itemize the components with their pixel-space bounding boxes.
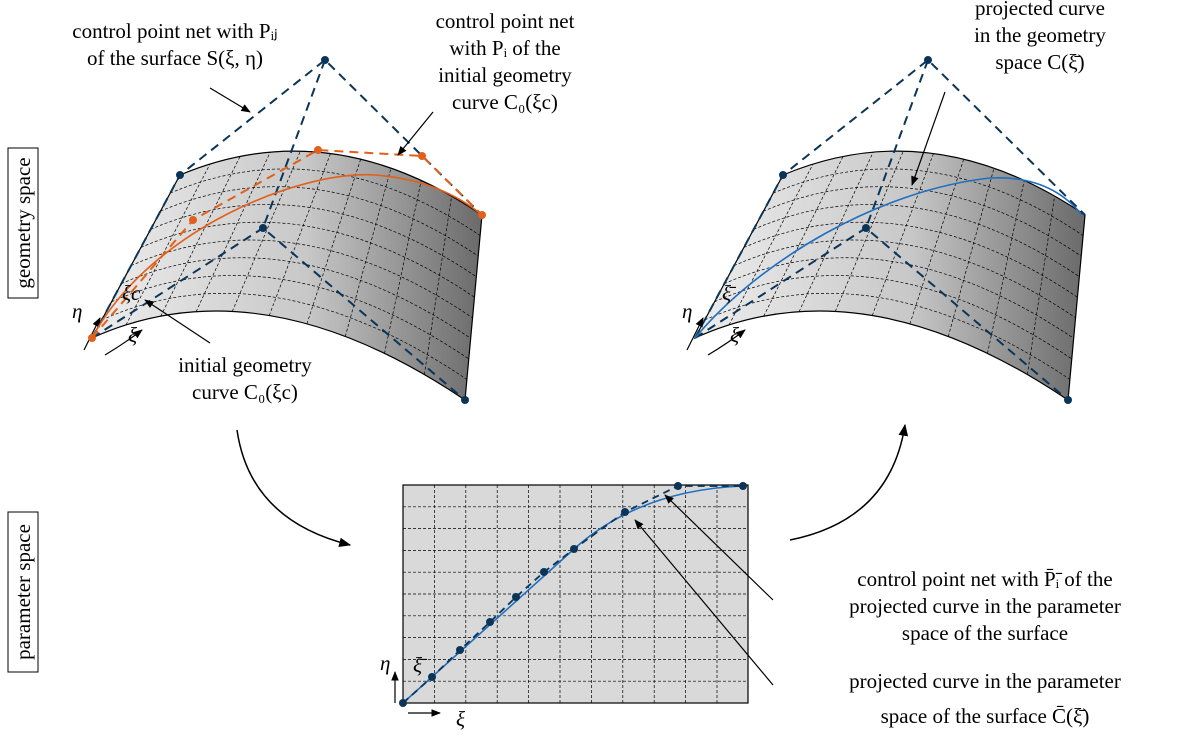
control-point [924,56,932,64]
initial-point [314,146,322,154]
axis-label: ξc [122,281,141,305]
annotation: projected curve in the parameter [849,669,1121,693]
control-point [1064,396,1072,404]
control-point [862,224,870,232]
projected-point [512,593,520,601]
control-point [176,171,184,179]
axis-label: η [380,651,390,675]
projected-point [674,482,682,490]
annotation: space of the surface [902,621,1068,645]
annotation: space of the surface C̄(ξ̄) [881,704,1090,728]
projected-point [621,508,629,516]
annotation: initial geometry [178,353,312,377]
projected-point [456,646,464,654]
control-point [779,171,787,179]
side-label: parameter space [11,524,35,660]
initial-point [418,152,426,160]
projected-point [428,673,436,681]
figure: geometry space parameter space control p… [0,0,1191,740]
annotation: curve C₀(ξc) [452,90,558,114]
pointer [210,88,250,112]
annotation: control point net [436,9,575,33]
annotation: of the surface S(ξ, η) [87,46,263,70]
axis-label: η [682,299,692,323]
annotation: projected curve [975,0,1105,20]
initial-point [88,334,96,342]
transfer-arrow [790,425,905,540]
side-label: geometry space [11,157,35,288]
annotation: space C(ξ̄) [995,50,1084,74]
projected-point [739,482,747,490]
projected-point [486,618,494,626]
projected-point [399,699,407,707]
annotation: curve C₀(ξc) [192,380,298,404]
annotation: initial geometry [438,63,572,87]
initial-point [478,211,486,219]
axis-label: ξ [128,323,137,347]
annotation: in the geometry [974,23,1106,47]
annotation: with Pᵢ of the [449,36,560,60]
initial-point [189,216,197,224]
annotation: projected curve in the parameter [849,594,1121,618]
control-point [461,396,469,404]
projected-point [570,545,578,553]
axis-label: ξ [730,323,739,347]
transfer-arrow [237,430,350,545]
axis-label: η [72,299,82,323]
annotation: control point net with Pᵢⱼ [72,19,277,43]
annotation: control point net with P̄ᵢ̄ of the [857,567,1112,591]
control-point [259,224,267,232]
axis-label: ξ [456,707,465,731]
surface [695,151,1085,400]
axis-arrow [708,330,745,355]
projected-point [540,568,548,576]
control-point [321,56,329,64]
